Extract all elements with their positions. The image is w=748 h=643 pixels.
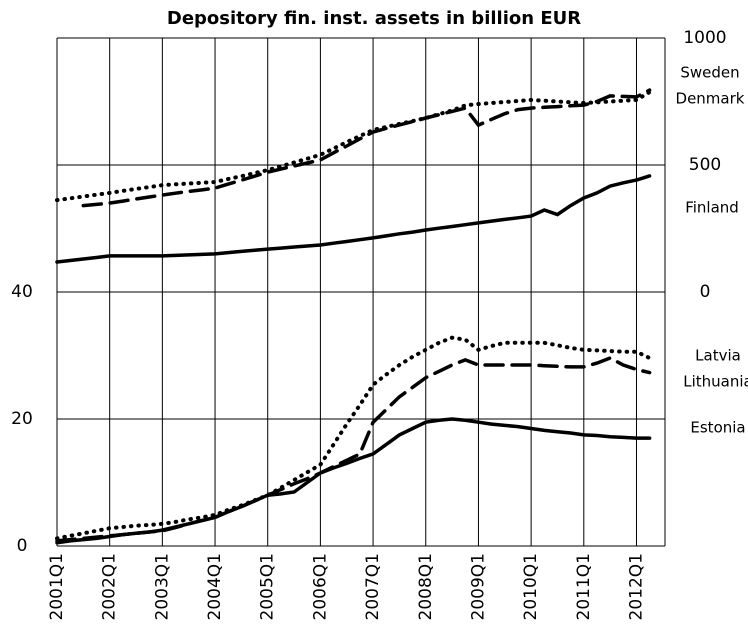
y-tick-label: 20 [11, 409, 33, 429]
series-label: Latvia [695, 347, 741, 365]
y2-tick-label: 1000 [683, 28, 726, 48]
series-label: Sweden [680, 64, 739, 82]
chart-title: Depository fin. inst. assets in billion … [167, 8, 581, 29]
x-tick-label: 2010Q1 [521, 553, 541, 620]
series-label: Estonia [690, 419, 745, 437]
series-line [55, 335, 652, 541]
x-tick-label: 2002Q1 [100, 553, 120, 620]
y2-tick-label: 500 [689, 155, 721, 175]
series-line [55, 356, 652, 543]
x-tick-label: 2005Q1 [258, 553, 278, 620]
series-label: Finland [685, 199, 739, 217]
x-tick-label: 2003Q1 [152, 553, 172, 620]
x-tick-label: 2009Q1 [468, 553, 488, 620]
x-tick-label: 2001Q1 [47, 553, 67, 620]
y-tick-label: 0 [17, 536, 28, 556]
series-label: Lithuania [683, 373, 748, 391]
x-tick-label: 2011Q1 [574, 553, 594, 620]
y-tick-label: 40 [11, 282, 33, 302]
x-tick-label: 2007Q1 [363, 553, 383, 620]
series-line [55, 90, 652, 203]
x-tick-label: 2012Q1 [626, 553, 646, 620]
series-line [55, 174, 652, 264]
x-tick-label: 2008Q1 [416, 553, 436, 620]
x-tick-label: 2004Q1 [205, 553, 225, 620]
series-label: Denmark [676, 90, 745, 108]
y2-tick-label: 0 [700, 282, 711, 302]
x-tick-label: 2006Q1 [310, 553, 330, 620]
series-line [81, 88, 652, 208]
series-line [55, 417, 652, 545]
